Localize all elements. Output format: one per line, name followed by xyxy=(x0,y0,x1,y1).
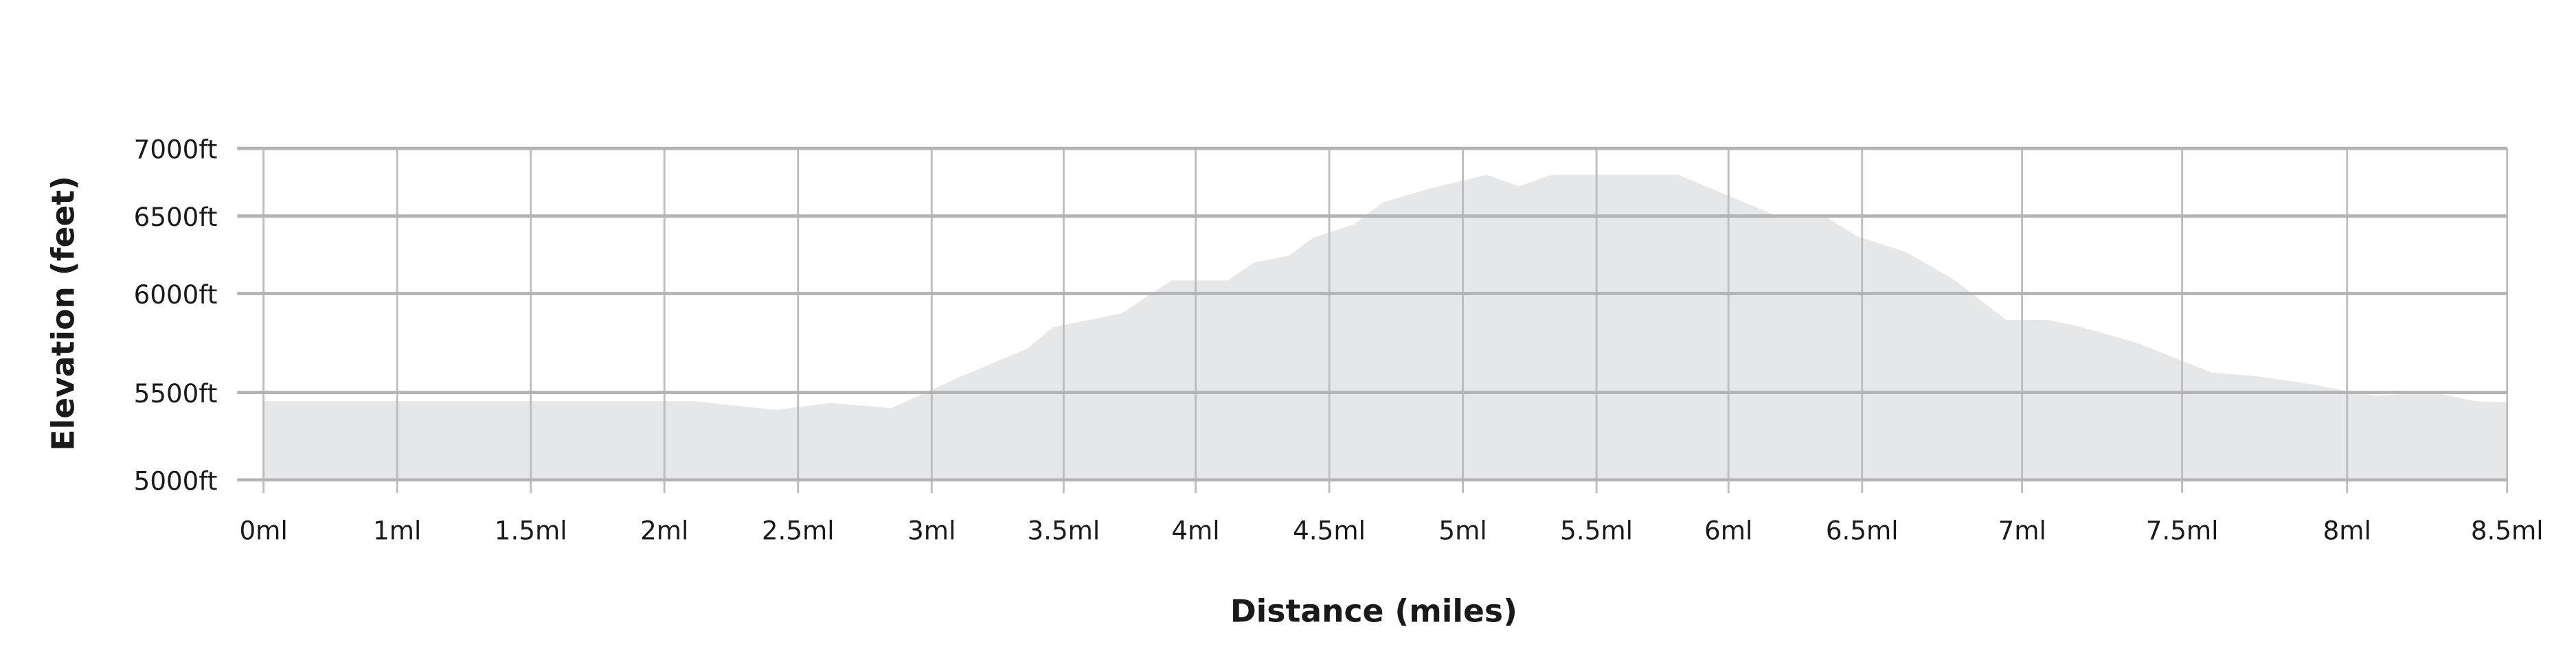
x-tick-label: 4.5ml xyxy=(1293,515,1366,545)
x-tick-label: 4ml xyxy=(1171,515,1219,545)
y-tick-label: 5500ft xyxy=(134,378,218,409)
x-tick-label: 5.5ml xyxy=(1560,515,1633,545)
x-tick-label: 7ml xyxy=(1998,515,2046,545)
elevation-area xyxy=(263,174,2507,480)
x-tick-label: 8.5ml xyxy=(2471,515,2544,545)
x-tick-label: 5ml xyxy=(1438,515,1487,545)
x-tick-label: 6.5ml xyxy=(1826,515,1899,545)
x-tick-label: 1ml xyxy=(373,515,421,545)
x-tick-label: 2ml xyxy=(640,515,688,545)
y-tick-label: 5000ft xyxy=(134,466,218,496)
x-tick-label: 0ml xyxy=(240,515,288,545)
x-tick-label: 3ml xyxy=(907,515,956,545)
y-tick-label: 6500ft xyxy=(134,202,218,232)
y-axis-title: Elevation (feet) xyxy=(45,176,81,451)
grid-layer xyxy=(237,146,2509,494)
x-tick-label: 8ml xyxy=(2323,515,2371,545)
x-axis-title: Distance (miles) xyxy=(1230,593,1517,629)
x-tick-label: 3.5ml xyxy=(1027,515,1100,545)
x-tick-label: 2.5ml xyxy=(762,515,835,545)
y-tick-label: 6000ft xyxy=(134,279,218,310)
y-tick-label: 7000ft xyxy=(134,135,218,165)
x-tick-label: 1.5ml xyxy=(495,515,567,545)
x-tick-label: 7.5ml xyxy=(2146,515,2219,545)
tick-layer: 0ml 1ml 1.5ml 2ml 2.5ml 3ml 3.5ml 4ml 4.5ml 5ml 5.… xyxy=(134,135,2544,546)
x-tick-label: 6ml xyxy=(1704,515,1752,545)
area-layer xyxy=(263,174,2507,480)
